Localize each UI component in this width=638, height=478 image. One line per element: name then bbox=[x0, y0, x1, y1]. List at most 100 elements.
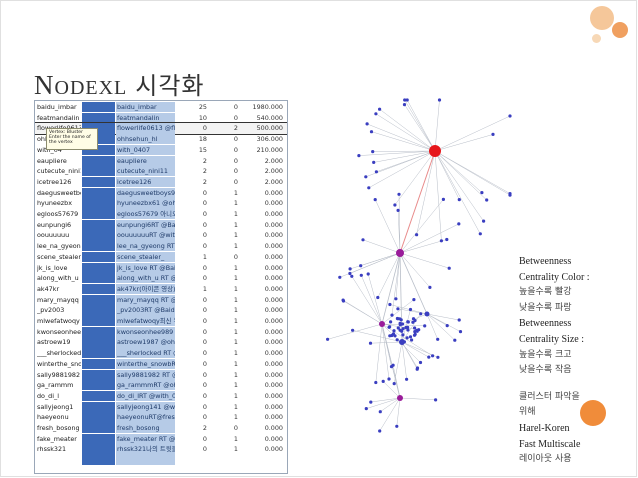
table-cell: baidu_imbar bbox=[37, 103, 77, 111]
table-row[interactable]: kwonseonhee989 kwonseonhee989 RT @ 0 1 0.000 bbox=[35, 326, 287, 337]
table-row[interactable]: winterthe_snowb winterthe_snowbRT @ 0 1 0.00… bbox=[35, 358, 287, 370]
table-cell: 0.000 bbox=[264, 359, 283, 368]
table-row[interactable]: baidu_imbar baidu_imbar 25 0 1980.000 bbox=[35, 102, 287, 113]
table-cell: winterthe_snowb bbox=[37, 359, 81, 368]
table-row[interactable]: haeyeonu haeyeonuRT@fresh_bo 0 1 0.000 bbox=[35, 412, 287, 423]
graph-node bbox=[393, 334, 397, 338]
table-cell: mary_mayqq bbox=[37, 295, 79, 304]
graph-node bbox=[437, 98, 442, 102]
table-cell: 2 bbox=[202, 424, 207, 432]
table-row[interactable]: _pv2003 _pv2003RT @Baidu_ll 0 1 0.000 bbox=[35, 305, 287, 316]
graph-edge bbox=[372, 150, 436, 152]
graph-node bbox=[413, 326, 417, 330]
table-row[interactable]: jk_is_love jk_is_love RT @Baidu 0 1 0.000 bbox=[35, 262, 287, 273]
table-cell: 0.000 bbox=[264, 327, 283, 336]
graph-node bbox=[390, 313, 394, 317]
table-cell: astroew1987 @ohhse bbox=[116, 337, 175, 348]
table-cell: 0.000 bbox=[264, 274, 283, 283]
legend-line: Betweenness bbox=[519, 318, 572, 330]
table-cell: 0.000 bbox=[264, 445, 283, 454]
graph-node bbox=[326, 337, 330, 341]
table-cell: 0 bbox=[202, 381, 207, 390]
graph-edge bbox=[426, 313, 448, 326]
vertex-table-screenshot: baidu_imbar baidu_imbar 25 0 1980.000 featman… bbox=[34, 100, 288, 474]
table-cell: 1 bbox=[233, 445, 238, 454]
table-row[interactable]: eunpungi6 eunpungi6RT @Baidu 0 1 0.000 bbox=[35, 219, 287, 230]
graph-edge bbox=[396, 397, 401, 427]
table-cell: 1980.000 bbox=[252, 103, 284, 111]
table-row[interactable]: sally9881982 sally9881982 RT @wi 0 1 0.000 bbox=[35, 369, 287, 380]
table-row[interactable]: astroew19 astroew1987 @ohhse 0 1 0.000 bbox=[35, 337, 287, 348]
graph-node bbox=[389, 320, 393, 324]
table-row[interactable]: fresh_bosong fresh_bosong 2 0 0.000 bbox=[35, 423, 287, 434]
table-row[interactable]: ga_rammm ga_rammmRT @ohhse 0 1 0.000 bbox=[35, 380, 287, 391]
table-row[interactable]: cutecute_nini11 cutecute_nini11 2 0 2.000 bbox=[35, 166, 287, 177]
graph-node bbox=[434, 398, 438, 402]
table-cell: 0 bbox=[202, 242, 207, 251]
table-row[interactable]: along_with_u along_with_u RT @wit 0 1 0.000 bbox=[35, 273, 287, 284]
table-row[interactable]: daegusweetboys daegusweetboys97 @ 0 1 0.000 bbox=[35, 187, 287, 198]
table-cell: 0 bbox=[202, 199, 207, 208]
graph-node bbox=[478, 232, 482, 236]
graph-node bbox=[374, 380, 378, 385]
graph-node bbox=[398, 321, 402, 325]
graph-hub-node bbox=[424, 311, 430, 317]
graph-node bbox=[359, 273, 363, 277]
table-row[interactable]: fake_meater fake_meater RT @eau 0 1 0.000 bbox=[35, 433, 287, 444]
table-cell: do_di_l bbox=[37, 391, 59, 400]
table-cell: 1 bbox=[233, 306, 238, 315]
table-row[interactable]: mlwefatwoqy mlwefatwoqy최신 뉴스 0 1 0.000 bbox=[35, 316, 287, 327]
graph-edge bbox=[375, 323, 383, 383]
table-cell bbox=[82, 455, 115, 466]
graph-edge bbox=[401, 313, 421, 343]
table-cell bbox=[82, 102, 115, 113]
table-cell: 1 bbox=[233, 231, 238, 240]
table-cell: 1 bbox=[233, 413, 238, 422]
graph-node bbox=[381, 379, 385, 383]
table-cell: 1 bbox=[233, 274, 238, 283]
graph-node bbox=[390, 333, 394, 338]
table-cell: mary_mayqq RT @Baid bbox=[116, 294, 175, 305]
vertex-tooltip: Vertex: Bluster Enter the name of the ve… bbox=[46, 128, 98, 150]
graph-edge bbox=[434, 150, 511, 196]
table-row[interactable]: do_di_l do_di_lRT @with_04 0 1 0.000 bbox=[35, 390, 287, 402]
graph-node bbox=[457, 318, 461, 322]
graph-edge bbox=[434, 150, 442, 241]
table-cell bbox=[175, 455, 207, 465]
table-cell bbox=[82, 294, 115, 305]
table-row[interactable]: ___sherlocked ___sherlocked RT @b 0 1 0.000 bbox=[35, 348, 287, 359]
table-row[interactable]: rhssk321 rhssk321나의 트윗들 0 1 0.000 bbox=[35, 444, 287, 455]
graph-node bbox=[423, 324, 427, 328]
table-row[interactable]: scene_stealer_ scene_stealer_ 1 0 0.000 bbox=[35, 251, 287, 263]
table-cell: 1 bbox=[233, 381, 238, 390]
table-cell: 1 bbox=[233, 220, 238, 229]
table-cell bbox=[82, 380, 115, 391]
table-cell: with_0407 bbox=[116, 144, 175, 156]
table-row[interactable]: mary_mayqq mary_mayqq RT @Baid 0 1 0.000 bbox=[35, 294, 287, 305]
table-cell: 0 bbox=[202, 434, 207, 443]
table-cell: jk_is_love RT @Baidu bbox=[116, 262, 175, 273]
table-row[interactable]: eaupliere eaupliere 2 0 2.000 bbox=[35, 155, 287, 166]
table-cell: ga_rammm bbox=[37, 381, 74, 390]
table-row[interactable]: featmandalin featmandalin 10 0 540.000 bbox=[35, 112, 287, 123]
graph-node bbox=[447, 266, 451, 270]
table-cell: 0 bbox=[233, 103, 238, 111]
table-cell: 0 bbox=[202, 188, 207, 197]
table-cell: winterthe_snowbRT @ bbox=[116, 358, 175, 370]
graph-node bbox=[365, 122, 369, 126]
graph-edge bbox=[370, 397, 401, 403]
table-row[interactable]: hyuneezbx hyuneezbx61 @ohhse 0 1 0.000 bbox=[35, 198, 287, 209]
table-row[interactable]: icetree126 icetree126 2 0 2.000 bbox=[35, 176, 287, 188]
graph-node bbox=[445, 324, 449, 328]
graph-edge bbox=[434, 150, 484, 222]
table-row[interactable]: oouuuuuu oouuuuuuRT @with_ 0 1 0.000 bbox=[35, 230, 287, 241]
table-row[interactable] bbox=[35, 455, 287, 466]
table-row[interactable]: ak47kr ak47kr(아이콘 영상) 1 1 0.000 bbox=[35, 283, 287, 295]
table-cell bbox=[82, 241, 115, 252]
table-cell: 0 bbox=[202, 413, 207, 422]
graph-edge bbox=[351, 276, 383, 325]
table-row[interactable]: lee_na_gyeong lee_na_gyeong RT @ba 0 1 0.000 bbox=[35, 241, 287, 252]
table-row[interactable]: egloos57679 egloos57679 아니오 부 0 1 0.000 bbox=[35, 209, 287, 220]
table-cell: 0.000 bbox=[264, 284, 283, 293]
table-row[interactable]: sallyjeong1 sallyjeong141 @with 0 1 0.000 bbox=[35, 401, 287, 412]
